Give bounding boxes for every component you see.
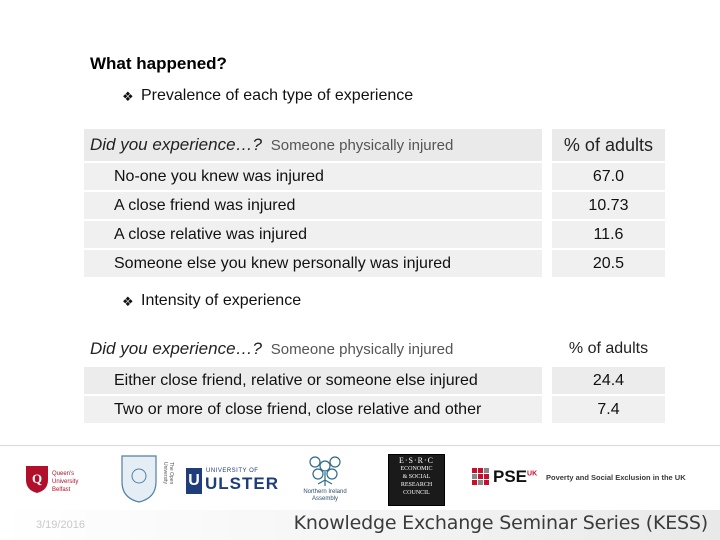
table-row: A close relative was injured 11.6	[84, 221, 665, 248]
pse-logo: PSEUK	[472, 464, 542, 492]
esrc-line: ECONOMIC	[400, 466, 433, 472]
queens-name: Queen's University	[52, 471, 79, 485]
table-row: Someone else you knew personally was inj…	[84, 250, 665, 277]
bullet-prevalence: ❖ Prevalence of each type of experience	[122, 87, 413, 105]
esrc-line: COUNCIL	[403, 490, 430, 496]
row-value: 67.0	[551, 163, 665, 190]
pct-header: % of adults	[551, 129, 665, 161]
row-label: Either close friend, relative or someone…	[84, 367, 543, 394]
row-value: 7.4	[551, 396, 665, 423]
logo-strip: Q Queen's University Belfast The Open Un…	[0, 450, 720, 510]
question-header: Did you experience…? Someone physically …	[84, 333, 543, 365]
question-topic: Someone physically injured	[270, 341, 454, 358]
row-value: 20.5	[551, 250, 665, 277]
row-label: Someone else you knew personally was inj…	[84, 250, 543, 277]
bullet-intensity: ❖ Intensity of experience	[122, 292, 301, 310]
open-university-text: The Open University	[162, 462, 174, 485]
table-header-row: Did you experience…? Someone physically …	[84, 333, 665, 365]
footer-band	[0, 510, 720, 540]
open-university-logo: The Open University	[120, 454, 180, 506]
page-title: What happened?	[90, 54, 227, 73]
diamond-bullet-icon: ❖	[122, 88, 134, 104]
esrc-line: & SOCIAL	[402, 474, 431, 480]
ulster-pre: UNIVERSITY OF	[206, 468, 259, 474]
bullet-text: Intensity of experience	[141, 292, 302, 309]
kess-title: Knowledge Exchange Seminar Series (KESS)	[293, 512, 709, 534]
intensity-table: Did you experience…? Someone physically …	[84, 331, 665, 425]
footer-date: 3/19/2016	[36, 519, 85, 531]
ni-assembly-logo: Northern Ireland Assembly	[290, 452, 360, 508]
open-university-shield-icon	[121, 455, 157, 503]
question-lead: Did you experience…?	[90, 135, 262, 154]
row-value: 11.6	[551, 221, 665, 248]
esrc-acronym: E·S·R·C	[399, 456, 434, 465]
prevalence-table: Did you experience…? Someone physically …	[84, 127, 665, 279]
table-row: A close friend was injured 10.73	[84, 192, 665, 219]
esrc-logo: E·S·R·C ECONOMIC & SOCIAL RESEARCH COUNC…	[388, 454, 445, 506]
table-header-row: Did you experience…? Someone physically …	[84, 129, 665, 161]
pct-header: % of adults	[551, 333, 665, 365]
queens-crest-icon: Q	[26, 466, 48, 493]
pse-name: PSE	[493, 467, 528, 486]
question-lead: Did you experience…?	[90, 339, 262, 358]
ulster-u-icon: U	[186, 468, 202, 494]
pse-sup: UK	[527, 470, 538, 478]
esrc-line: RESEARCH	[400, 482, 433, 488]
row-label: Two or more of close friend, close relat…	[84, 396, 543, 423]
flax-flower-icon	[309, 456, 341, 486]
table-row: Two or more of close friend, close relat…	[84, 396, 665, 423]
queens-place: Belfast	[52, 487, 71, 493]
pse-grid-icon	[472, 468, 489, 485]
footer-divider	[0, 445, 720, 446]
row-label: A close relative was injured	[84, 221, 543, 248]
ulster-logo: U UNIVERSITY OF ULSTER	[186, 468, 280, 494]
question-header: Did you experience…? Someone physically …	[84, 129, 543, 161]
row-value: 10.73	[551, 192, 665, 219]
row-value: 24.4	[551, 367, 665, 394]
table-row: Either close friend, relative or someone…	[84, 367, 665, 394]
question-topic: Someone physically injured	[270, 137, 454, 154]
svg-text:Q: Q	[32, 471, 42, 486]
queens-university-logo: Q Queen's University Belfast	[24, 460, 94, 504]
table-row: No-one you knew was injured 67.0	[84, 163, 665, 190]
ni-assembly-line1: Northern Ireland	[303, 489, 347, 495]
ulster-name: ULSTER	[205, 474, 279, 493]
row-label: A close friend was injured	[84, 192, 543, 219]
row-label: No-one you knew was injured	[84, 163, 543, 190]
pse-caption: Poverty and Social Exclusion in the UK	[546, 473, 686, 482]
diamond-bullet-icon: ❖	[122, 293, 134, 309]
bullet-text: Prevalence of each type of experience	[141, 87, 414, 104]
ni-assembly-line2: Assembly	[311, 496, 338, 502]
